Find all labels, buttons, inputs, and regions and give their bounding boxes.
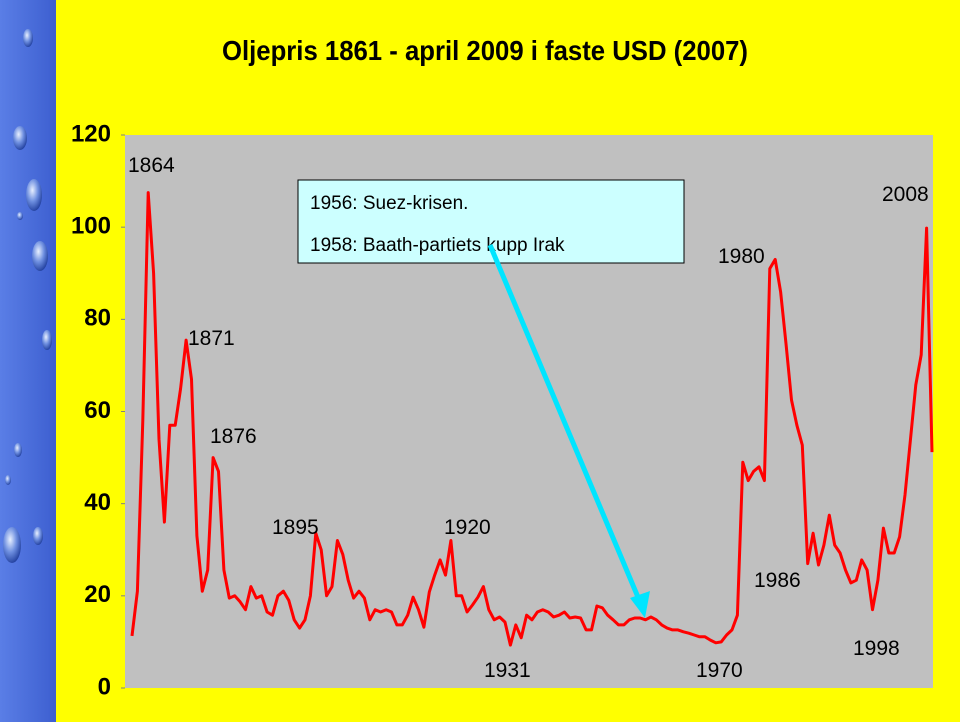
y-tick-label: 20 (84, 581, 111, 608)
chart-title: Oljepris 1861 - april 2009 i faste USD (… (222, 35, 748, 66)
note-line: 1956: Suez-krisen. (310, 193, 468, 214)
note-line: 1958: Baath-partiets kupp Irak (310, 235, 565, 256)
year-label: 1920 (444, 516, 491, 539)
arrow (487, 244, 650, 618)
y-tick-label: 100 (71, 213, 111, 240)
year-label: 1970 (696, 659, 743, 682)
price-line (130, 191, 934, 647)
year-label: 1980 (718, 245, 765, 268)
year-label: 1931 (484, 659, 531, 682)
plot (130, 191, 934, 647)
year-label: 1986 (754, 569, 801, 592)
side-strip (0, 0, 56, 722)
year-label: 2008 (882, 183, 929, 206)
y-tick-label: 120 (71, 120, 111, 147)
year-label: 1871 (188, 327, 235, 350)
y-tick-label: 0 (98, 673, 111, 700)
y-tick-label: 80 (84, 305, 111, 332)
year-label: 1876 (210, 425, 257, 448)
year-label: 1864 (128, 154, 175, 177)
y-tick-label: 60 (84, 397, 111, 424)
year-label: 1895 (272, 516, 319, 539)
droplets (3, 29, 52, 563)
y-tick-label: 40 (84, 489, 111, 516)
year-label: 1998 (853, 637, 900, 660)
